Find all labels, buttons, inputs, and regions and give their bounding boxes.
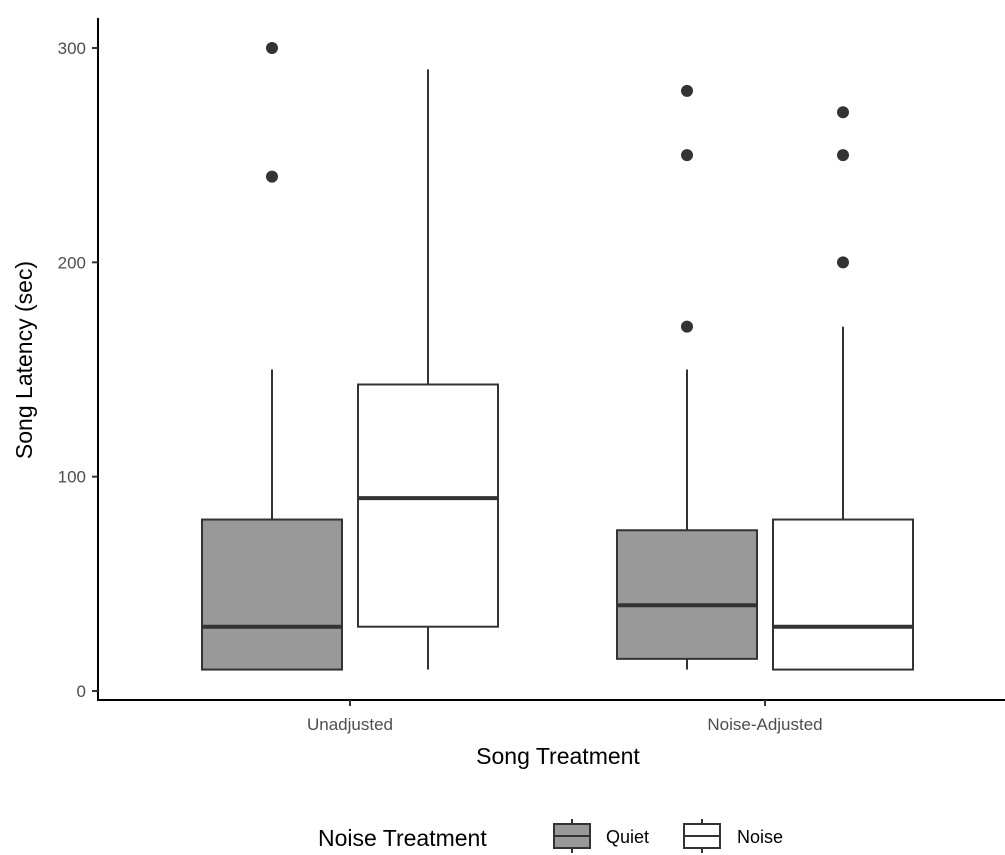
- y-axis-title: Song Latency (sec): [11, 261, 37, 459]
- outlier-point: [266, 42, 278, 54]
- outlier-point: [837, 106, 849, 119]
- outlier-point: [681, 84, 693, 97]
- box-iqr: [772, 518, 914, 671]
- outlier-point: [837, 256, 849, 269]
- box-iqr: [201, 518, 343, 671]
- x-tick-label: Noise-Adjusted: [707, 715, 822, 734]
- x-axis-title: Song Treatment: [476, 743, 640, 769]
- y-tick-label: 100: [58, 468, 86, 487]
- box-iqr: [616, 529, 758, 660]
- outlier-point: [266, 170, 278, 183]
- legend-key-noise: [683, 819, 721, 853]
- axes-layer: 0 100 200 300 Unadjusted Noise-Adjusted: [58, 18, 1005, 734]
- box-noise-unadjusted: [357, 69, 499, 670]
- legend-label-quiet: Quiet: [606, 827, 649, 847]
- box-iqr: [357, 383, 499, 628]
- box-noise-noise-adjusted: [772, 106, 914, 671]
- legend-title: Noise Treatment: [318, 825, 487, 851]
- x-tick-label: Unadjusted: [307, 715, 393, 734]
- boxes-layer: [201, 42, 914, 671]
- legend-keys: [553, 819, 721, 853]
- outlier-point: [681, 149, 693, 162]
- box-quiet-noise-adjusted: [616, 84, 758, 670]
- legend-key-quiet: [553, 819, 591, 853]
- legend-label-noise: Noise: [737, 827, 783, 847]
- y-tick-label: 0: [77, 682, 86, 701]
- outlier-point: [837, 149, 849, 162]
- outlier-point: [681, 320, 693, 333]
- y-tick-label: 200: [58, 253, 86, 272]
- legend: Noise Treatment Quiet Noise: [318, 819, 783, 853]
- box-quiet-unadjusted: [201, 42, 343, 671]
- y-tick-label: 300: [58, 39, 86, 58]
